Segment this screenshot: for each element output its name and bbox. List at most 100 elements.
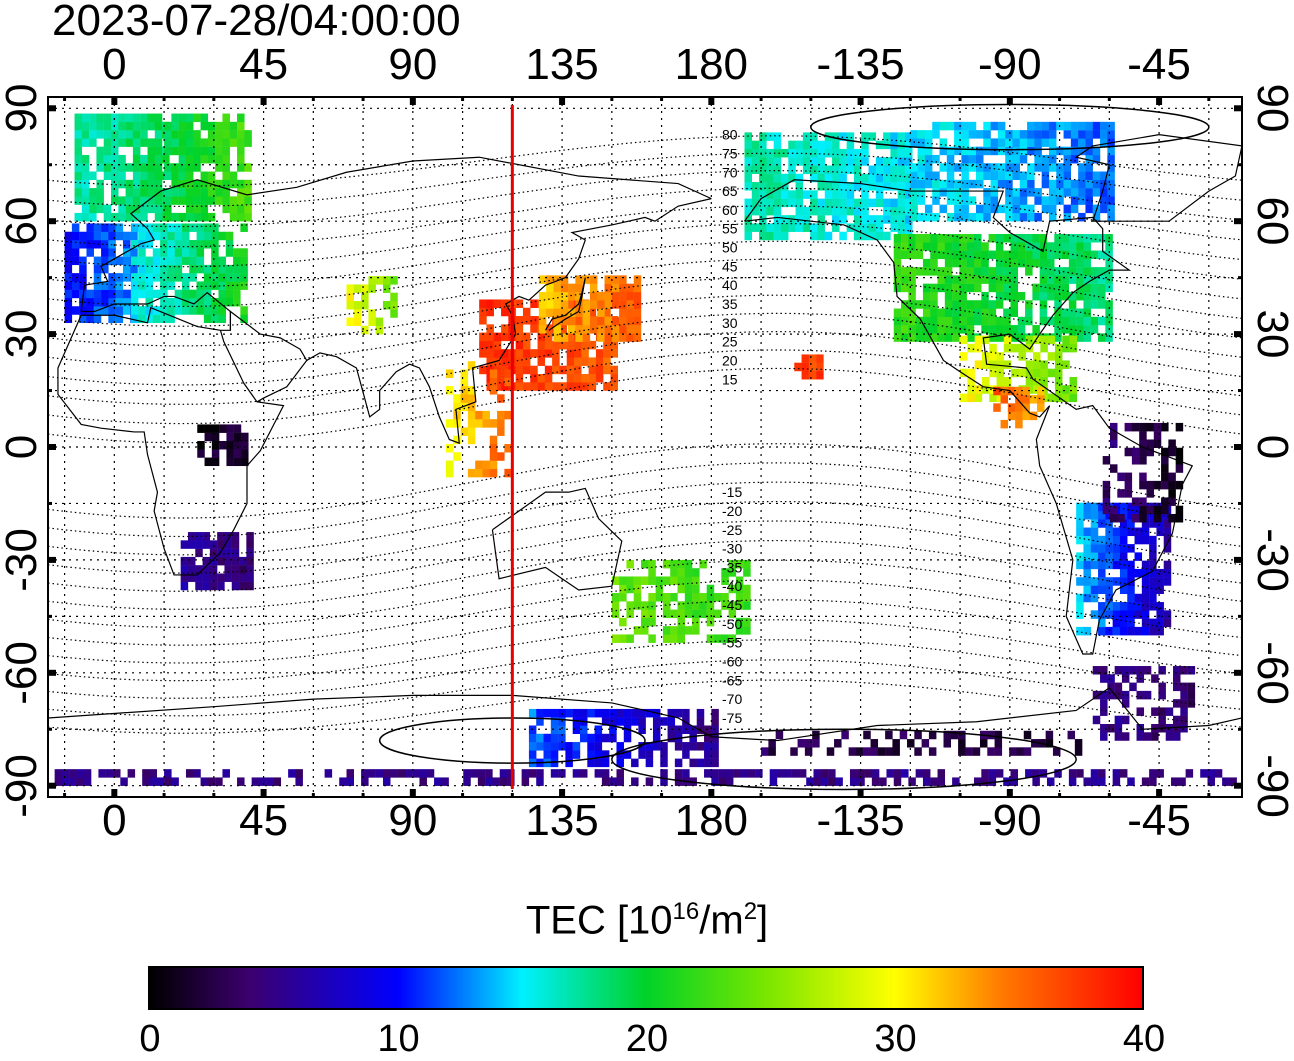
tec-cell	[1180, 690, 1188, 700]
tec-cell	[203, 281, 212, 290]
tec-cell	[147, 146, 155, 156]
tec-cell	[1054, 325, 1062, 334]
tec-cell	[197, 449, 205, 458]
tec-cell	[1054, 352, 1063, 361]
tec-cell	[1131, 447, 1140, 457]
tec-cell	[178, 196, 187, 205]
tec-cell	[538, 300, 547, 309]
tec-cell	[1068, 325, 1077, 334]
tec-cell	[677, 601, 686, 610]
tec-cell	[1005, 154, 1013, 164]
tec-cell	[1078, 146, 1086, 156]
tec-cell	[1100, 707, 1108, 716]
tec-cell	[79, 273, 87, 282]
tec-cell	[689, 733, 697, 743]
tec-cell	[619, 617, 627, 627]
tec-cell	[766, 223, 774, 232]
tec-cell	[140, 196, 148, 205]
tec-cell	[1127, 527, 1135, 537]
tec-cell	[670, 634, 678, 643]
tec-cell	[203, 231, 212, 241]
tec-cell	[804, 747, 813, 756]
tec-cell	[187, 573, 196, 582]
tec-cell	[145, 281, 154, 290]
tec-cell	[990, 138, 999, 147]
tec-cell	[546, 300, 554, 309]
tec-cell	[604, 291, 613, 301]
tec-cell	[1083, 510, 1091, 520]
tec-cell	[86, 231, 94, 241]
tec-cell	[543, 750, 552, 759]
tec-cell	[200, 171, 209, 181]
tec-cell	[504, 410, 512, 420]
tec-cell	[1153, 439, 1162, 448]
tec-cell	[890, 182, 898, 191]
magnetic-contour	[47, 539, 1243, 610]
tec-cell	[946, 171, 955, 181]
tec-cell	[905, 157, 913, 166]
tec-cell	[164, 163, 172, 172]
tec-cell	[1019, 154, 1028, 164]
tec-cell	[515, 349, 524, 358]
tec-cell	[816, 354, 824, 363]
tec-cell	[515, 299, 524, 308]
tec-cell	[108, 256, 116, 266]
tec-cell	[832, 215, 840, 224]
tec-cell	[207, 138, 216, 147]
tec-cell	[211, 273, 219, 282]
tec-cell	[1187, 690, 1196, 700]
tec-cell	[641, 617, 649, 627]
tec-cell	[1003, 777, 1011, 786]
tec-cell	[1090, 300, 1099, 309]
contour-label: 55	[722, 221, 738, 237]
tec-cell	[1078, 121, 1086, 131]
tec-cell	[824, 165, 833, 174]
tec-cell	[1114, 666, 1123, 675]
tec-cell	[849, 777, 858, 786]
tec-cell	[952, 250, 960, 260]
tec-cell	[202, 556, 211, 566]
tec-cell	[1034, 196, 1042, 205]
tec-cell	[222, 196, 230, 205]
tec-cell	[515, 324, 524, 333]
tec-cell	[181, 256, 190, 266]
tec-cell	[89, 113, 97, 123]
tec-cell	[908, 242, 916, 251]
tec-cell	[167, 231, 175, 241]
tec-cell	[1003, 308, 1011, 318]
tec-cell	[817, 173, 825, 183]
tec-cell	[995, 283, 1004, 293]
tec-cell	[802, 165, 811, 174]
magnetic-contour	[47, 679, 1243, 734]
tec-cell	[64, 273, 73, 282]
tec-cell	[832, 148, 840, 158]
tec-cell	[215, 163, 223, 172]
tec-cell	[868, 198, 877, 208]
tec-cell	[1121, 666, 1130, 675]
tec-cell	[886, 769, 894, 778]
tec-cell	[446, 369, 454, 378]
tec-cell	[225, 273, 234, 282]
tec-cell	[626, 576, 634, 585]
tec-cell	[1054, 316, 1062, 326]
tec-cell	[1185, 769, 1194, 778]
tec-cell	[1025, 343, 1034, 353]
tec-cell	[626, 609, 634, 619]
tec-cell	[773, 215, 782, 224]
tec-cell	[1136, 707, 1145, 716]
tec-cell	[1151, 707, 1159, 716]
tec-cell	[846, 140, 855, 150]
tec-cell	[1010, 250, 1018, 260]
tec-cell	[1070, 121, 1079, 131]
tec-cell	[841, 730, 849, 740]
tec-cell	[1031, 739, 1039, 748]
tec-cell	[1171, 777, 1179, 786]
tec-cell	[861, 148, 869, 158]
tec-cell	[1083, 258, 1091, 268]
tec-cell	[802, 140, 811, 150]
tec-cell	[467, 419, 476, 428]
tec-cell	[997, 204, 1006, 214]
tec-cell	[566, 357, 575, 366]
tec-cell	[566, 349, 575, 358]
tec-cell	[71, 289, 80, 299]
